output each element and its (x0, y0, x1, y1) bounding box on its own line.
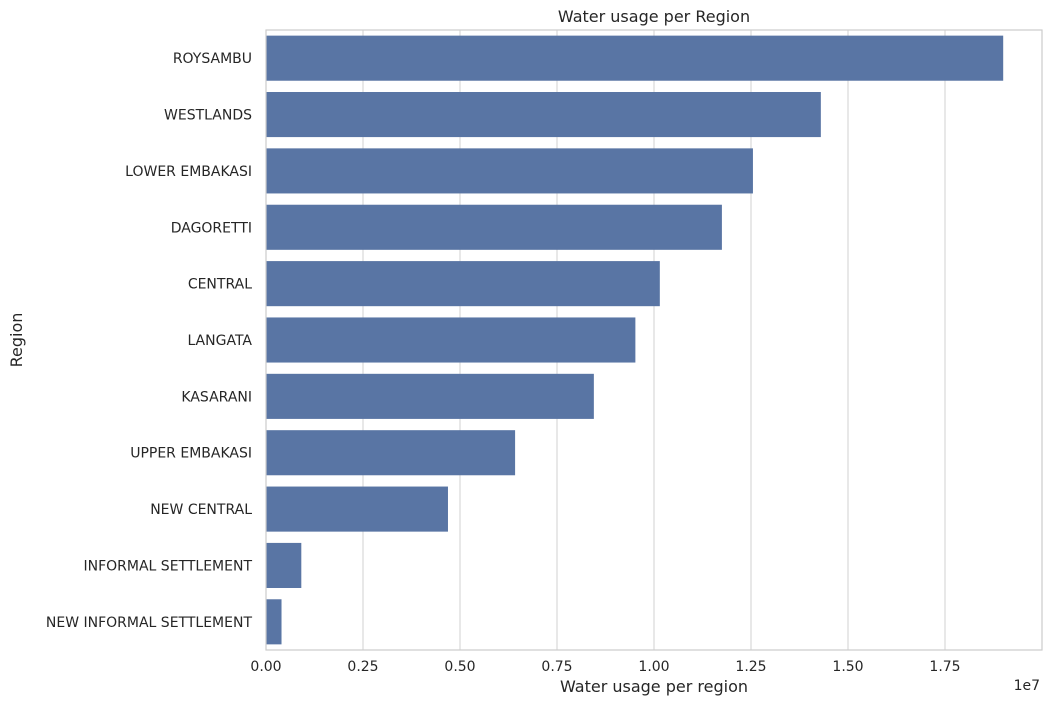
x-tick-labels: 0.00 0.25 0.50 0.75 1.00 1.25 1.50 1.75 (250, 659, 960, 675)
bar-dagoretti (266, 204, 722, 250)
y-tick-labels: ROYSAMBU WESTLANDS LOWER EMBAKASI DAGORETTI… (46, 51, 253, 631)
x-tick-label: 1.50 (832, 659, 863, 675)
y-tick-label: DAGORETTI (171, 220, 252, 236)
bar-new-informal-settlement (266, 599, 282, 645)
x-tick-label: 0.75 (541, 659, 572, 675)
y-axis-label: Region (7, 313, 26, 368)
chart-title: Water usage per Region (558, 7, 750, 26)
x-axis-label: Water usage per region (560, 677, 748, 696)
bars (266, 35, 1004, 645)
y-tick-label: NEW INFORMAL SETTLEMENT (46, 615, 253, 631)
bar-upper-embakasi (266, 430, 516, 476)
x-tick-label: 0.50 (444, 659, 475, 675)
y-tick-label: KASARANI (181, 389, 252, 405)
bar-kasarani (266, 373, 594, 419)
bar-informal-settlement (266, 542, 302, 588)
x-tick-label: 1.00 (638, 659, 669, 675)
x-axis-scale-label: 1e7 (1014, 678, 1040, 694)
y-tick-label: WESTLANDS (164, 108, 252, 124)
y-tick-label: ROYSAMBU (173, 51, 252, 67)
bar-westlands (266, 92, 821, 138)
bar-new-central (266, 486, 448, 532)
bar-langata (266, 317, 636, 363)
x-tick-label: 0.00 (250, 659, 281, 675)
x-tick-label: 1.75 (929, 659, 960, 675)
y-tick-label: UPPER EMBAKASI (130, 446, 252, 462)
plot-frame (265, 29, 1043, 651)
bar-lower-embakasi (266, 148, 753, 194)
y-tick-label: CENTRAL (188, 277, 252, 293)
y-tick-label: LOWER EMBAKASI (125, 164, 252, 180)
x-tick-label: 0.25 (347, 659, 378, 675)
bar-central (266, 261, 660, 307)
y-tick-label: NEW CENTRAL (150, 502, 252, 518)
x-tick-label: 1.25 (735, 659, 766, 675)
bar-roysambu (266, 35, 1004, 81)
y-tick-label: LANGATA (187, 333, 252, 349)
y-tick-label: INFORMAL SETTLEMENT (84, 558, 253, 574)
